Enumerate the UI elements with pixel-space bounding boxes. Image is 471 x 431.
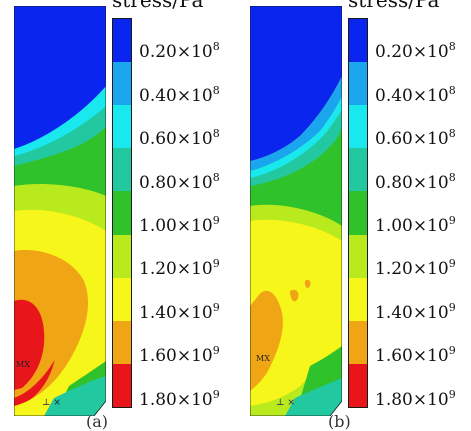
colorbar-level — [349, 148, 367, 192]
legend-label: 1.80×109 — [139, 388, 220, 410]
colorbar-level — [349, 105, 367, 149]
colorbar-level — [349, 363, 367, 407]
legend-label: 1.60×109 — [139, 344, 220, 366]
legend-label: 1.20×109 — [139, 257, 220, 279]
legend-label: 0.80×108 — [375, 171, 456, 193]
max-marker: MX — [16, 360, 30, 369]
colorbar-level — [349, 320, 367, 364]
colorbar-level — [113, 277, 131, 321]
colorbar-level — [113, 363, 131, 407]
panel-b: MX ⊥ × stress/Pa 0.20×108 0.40×108 0.60×… — [236, 0, 471, 431]
legend-label: 1.20×109 — [375, 257, 456, 279]
legend-label: 1.40×109 — [375, 301, 456, 323]
colorbar-a — [112, 18, 132, 408]
colorbar-b — [348, 18, 368, 408]
legend-label: 1.40×109 — [139, 301, 220, 323]
legend-label: 0.20×108 — [375, 40, 456, 62]
colorbar-level — [113, 320, 131, 364]
max-marker: MX — [256, 354, 270, 363]
colorbar-level — [113, 62, 131, 106]
axis-triad-icon: ⊥ × — [276, 398, 295, 408]
colorbar-level — [113, 105, 131, 149]
colorbar-level — [349, 234, 367, 278]
legend-label: 0.60×108 — [139, 127, 220, 149]
axis-triad-icon: ⊥ × — [42, 398, 61, 408]
legend-label: 1.80×109 — [375, 388, 456, 410]
panel-a: MX ⊥ × stress/Pa 0.20×108 0.40×108 0.60×… — [0, 0, 235, 431]
colorbar-level — [113, 234, 131, 278]
legend-label: 0.80×108 — [139, 171, 220, 193]
colorbar-level — [349, 191, 367, 235]
legend-label: 1.60×109 — [375, 344, 456, 366]
stress-contour-plot-a — [14, 6, 106, 416]
colorbar-level — [113, 148, 131, 192]
legend-label: 1.00×109 — [139, 214, 220, 236]
colorbar-title: stress/Pa — [112, 0, 204, 12]
colorbar-labels-b: 0.20×108 0.40×108 0.60×108 0.80×108 1.00… — [375, 18, 471, 410]
legend-label: 0.60×108 — [375, 127, 456, 149]
colorbar-labels-a: 0.20×108 0.40×108 0.60×108 0.80×108 1.00… — [139, 18, 235, 410]
legend-label: 0.40×108 — [139, 84, 220, 106]
legend-label: 0.40×108 — [375, 84, 456, 106]
colorbar-title: stress/Pa — [348, 0, 440, 12]
panel-caption: (a) — [86, 412, 109, 431]
legend-label: 0.20×108 — [139, 40, 220, 62]
stress-contour-plot-b — [250, 6, 342, 416]
colorbar-level — [349, 62, 367, 106]
panel-caption: (b) — [328, 412, 351, 431]
legend-label: 1.00×109 — [375, 214, 456, 236]
colorbar-level — [113, 191, 131, 235]
colorbar-level — [349, 19, 367, 63]
colorbar-level — [349, 277, 367, 321]
colorbar-level — [113, 19, 131, 63]
